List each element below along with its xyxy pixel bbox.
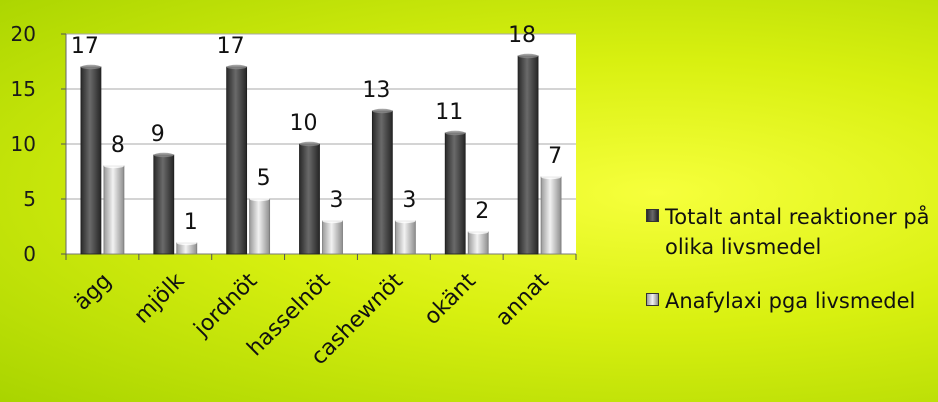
data-label: 8 — [111, 133, 125, 158]
data-label: 11 — [435, 100, 463, 125]
bar-total — [517, 55, 539, 255]
x-tick-label: mjölk — [130, 268, 190, 328]
legend-item-anafylaxi: Anafylaxi pga livsmedel — [646, 286, 938, 316]
bar-cap — [518, 53, 539, 59]
bar-cap — [372, 108, 393, 114]
bar-cap — [445, 130, 466, 136]
bar-cap — [468, 229, 489, 235]
chart-legend: Totalt antal reaktioner på olika livsmed… — [646, 202, 938, 340]
data-label: 1 — [184, 210, 198, 235]
data-label: 18 — [508, 23, 536, 48]
legend-label-anafylaxi: Anafylaxi pga livsmedel — [665, 289, 916, 313]
legend-label-total: Totalt antal reaktioner på olika livsmed… — [665, 205, 930, 259]
y-tick-label: 20 — [11, 22, 36, 46]
data-label: 10 — [290, 111, 318, 136]
bar-total — [153, 154, 175, 255]
bar-anafylaxi — [103, 165, 125, 255]
bar-cap — [322, 218, 343, 224]
bar-cap — [226, 64, 247, 70]
bar-total — [226, 66, 248, 255]
y-tick-label: 10 — [11, 132, 36, 156]
data-label: 7 — [548, 144, 562, 169]
bar-anafylaxi — [540, 176, 562, 255]
bar-total — [444, 132, 466, 255]
data-label: 3 — [330, 188, 344, 213]
bar-cap — [249, 196, 270, 202]
data-label: 17 — [217, 34, 245, 59]
bar-anafylaxi — [249, 198, 271, 255]
legend-swatch-anafylaxi — [646, 293, 659, 306]
data-label: 2 — [475, 199, 489, 224]
x-tick-label: jordnöt — [189, 268, 263, 342]
bar-anafylaxi — [394, 220, 416, 255]
bar-total — [371, 110, 393, 255]
x-tick-label: annat — [491, 268, 554, 331]
data-label: 17 — [71, 34, 99, 59]
bar-total — [80, 66, 102, 255]
legend-swatch-total — [646, 209, 659, 222]
bar-cap — [80, 64, 101, 70]
bar-anafylaxi — [322, 220, 343, 255]
data-label: 3 — [402, 188, 416, 213]
legend-item-total: Totalt antal reaktioner på olika livsmed… — [646, 202, 938, 262]
bar-cap — [153, 152, 174, 158]
bar-cap — [541, 174, 562, 180]
data-label: 13 — [362, 78, 390, 103]
x-tick-label: ägg — [70, 269, 117, 316]
data-label: 9 — [151, 122, 165, 147]
x-tick-label: okänt — [420, 268, 482, 330]
bar-cap — [176, 240, 197, 246]
bar-cap — [103, 163, 124, 169]
bar-cap — [395, 218, 416, 224]
y-tick-label: 15 — [11, 77, 36, 101]
y-tick-label: 0 — [23, 242, 36, 266]
data-label: 5 — [257, 166, 271, 191]
bar-total — [299, 143, 320, 255]
bar-cap — [299, 141, 320, 147]
bar-anafylaxi — [467, 231, 489, 255]
y-tick-label: 5 — [23, 187, 36, 211]
